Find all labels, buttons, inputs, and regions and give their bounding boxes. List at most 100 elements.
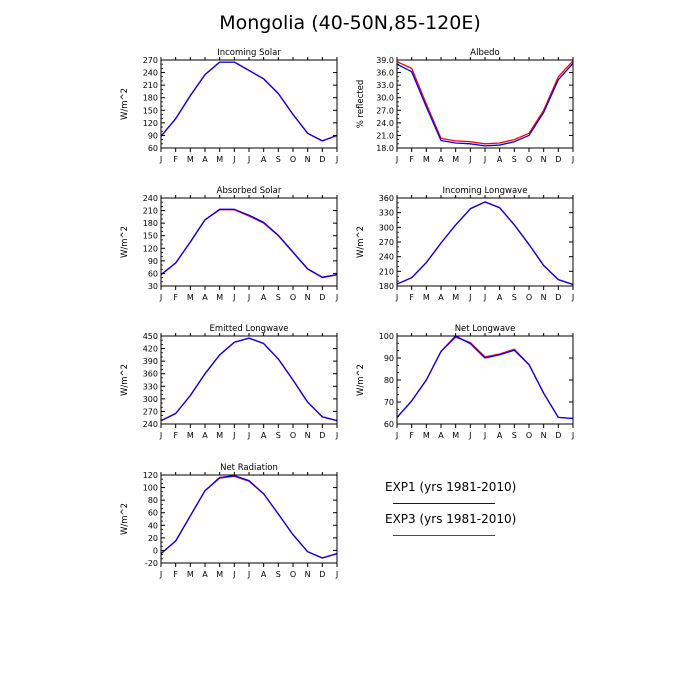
x-tick-label: F [409, 155, 414, 164]
x-tick-label: F [173, 431, 178, 440]
plot-frame [160, 197, 338, 287]
x-tick-label: M [216, 293, 223, 302]
x-tick-label: A [261, 431, 267, 440]
y-axis-label: % reflected [356, 80, 366, 129]
x-tick-label: J [159, 570, 162, 579]
series-line-exp3 [396, 201, 574, 286]
x-tick-label: O [290, 293, 296, 302]
y-axis-label: W/m^2 [120, 226, 130, 258]
x-tick-label: N [305, 155, 311, 164]
x-tick-label: J [159, 293, 162, 302]
chart-emitted-longwave: Emitted Longwave W/m^2 240 270 300 330 360 390 4… [120, 324, 338, 440]
chart-incoming-longwave: Incoming Longwave W/m^2 180 210 240 270 300 330… [356, 186, 574, 302]
series-line-exp3 [160, 475, 338, 559]
y-tick-label: 60 [148, 269, 158, 278]
legend-label-exp1: EXP1 (yrs 1981-2010) [385, 480, 517, 494]
x-tick-label: J [159, 431, 162, 440]
y-tick-label: 20 [148, 534, 158, 543]
legend: EXP1 (yrs 1981-2010) EXP3 (yrs 1981-2010… [385, 480, 585, 544]
x-tick-label: N [305, 431, 311, 440]
y-tick-label: 33.0 [376, 81, 394, 90]
y-tick-label: 60 [384, 420, 394, 429]
series-line-exp3 [396, 336, 574, 420]
chart-title: Incoming Longwave [443, 186, 528, 196]
chart-incoming-solar: Incoming Solar W/m^2 60 90 120 150 180 210 240 27… [120, 48, 338, 164]
x-tick-label: J [483, 431, 486, 440]
x-tick-label: A [202, 293, 208, 302]
y-tick-label: 300 [143, 395, 158, 404]
x-tick-label: D [555, 431, 561, 440]
x-tick-label: J [335, 570, 338, 579]
x-tick-label: D [555, 293, 561, 302]
chart-title: Emitted Longwave [210, 324, 289, 334]
y-tick-label: 180 [143, 219, 158, 228]
plot-frame [160, 335, 338, 425]
x-tick-label: F [409, 431, 414, 440]
x-tick-label: J [483, 155, 486, 164]
x-tick-label: J [395, 293, 398, 302]
x-tick-label: N [541, 431, 547, 440]
plot-frame [396, 197, 574, 287]
x-tick-label: O [526, 431, 532, 440]
x-tick-label: S [276, 570, 281, 579]
chart-absorbed-solar: Absorbed Solar W/m^2 30 60 90 120 150 180 210 240… [120, 186, 338, 302]
chart-title: Net Longwave [455, 324, 516, 334]
x-tick-label: J [247, 570, 250, 579]
x-tick-label: N [305, 293, 311, 302]
y-tick-label: 90 [148, 131, 158, 140]
y-tick-label: 150 [143, 232, 158, 241]
x-tick-label: S [276, 431, 281, 440]
x-tick-label: J [247, 155, 250, 164]
chart-title: Net Radiation [220, 463, 278, 473]
series-line-exp1 [160, 61, 338, 142]
y-tick-label: 39.0 [376, 56, 394, 65]
x-tick-label: M [216, 570, 223, 579]
x-tick-label: A [261, 570, 267, 579]
y-tick-label: 270 [143, 407, 158, 416]
x-tick-label: J [335, 431, 338, 440]
y-tick-label: 150 [143, 106, 158, 115]
x-tick-label: J [468, 293, 471, 302]
x-tick-label: J [335, 155, 338, 164]
chart-title: Incoming Solar [217, 48, 281, 58]
y-tick-label: 40 [148, 521, 158, 530]
series-line-exp1 [160, 474, 338, 559]
x-tick-label: N [541, 293, 547, 302]
x-tick-label: A [202, 570, 208, 579]
chart-albedo: Albedo % reflected 18.0 21.0 24.0 27.0 30.0 33.… [356, 48, 574, 164]
x-tick-label: J [468, 155, 471, 164]
series-line-exp3 [160, 61, 338, 142]
y-tick-label: 330 [143, 382, 158, 391]
x-tick-label: J [232, 570, 235, 579]
series-line-exp1 [396, 335, 574, 420]
x-tick-label: J [395, 155, 398, 164]
y-tick-label: 180 [379, 282, 394, 291]
y-tick-label: 24.0 [376, 119, 394, 128]
y-tick-label: 90 [384, 354, 394, 363]
series-line-exp3 [160, 209, 338, 279]
y-tick-label: 210 [143, 207, 158, 216]
y-tick-label: 30 [148, 282, 158, 291]
y-tick-label: 450 [143, 332, 158, 341]
x-tick-label: F [173, 155, 178, 164]
page-title: Mongolia (40-50N,85-120E) [219, 12, 481, 34]
legend-label-exp3: EXP3 (yrs 1981-2010) [385, 512, 517, 526]
x-tick-label: A [438, 155, 444, 164]
x-tick-label: M [187, 293, 194, 302]
x-tick-label: A [497, 155, 503, 164]
y-tick-label: 120 [143, 471, 158, 480]
y-tick-label: 100 [143, 484, 158, 493]
y-axis-label: W/m^2 [120, 364, 130, 396]
y-tick-label: 80 [384, 376, 394, 385]
series-line-exp3 [160, 337, 338, 422]
series-line-exp1 [396, 62, 574, 147]
x-tick-label: A [438, 431, 444, 440]
x-tick-label: F [409, 293, 414, 302]
y-tick-label: 390 [143, 357, 158, 366]
y-tick-label: 18.0 [376, 144, 394, 153]
x-tick-label: J [571, 155, 574, 164]
x-tick-label: M [452, 293, 459, 302]
x-tick-label: O [526, 155, 532, 164]
x-tick-label: A [497, 431, 503, 440]
